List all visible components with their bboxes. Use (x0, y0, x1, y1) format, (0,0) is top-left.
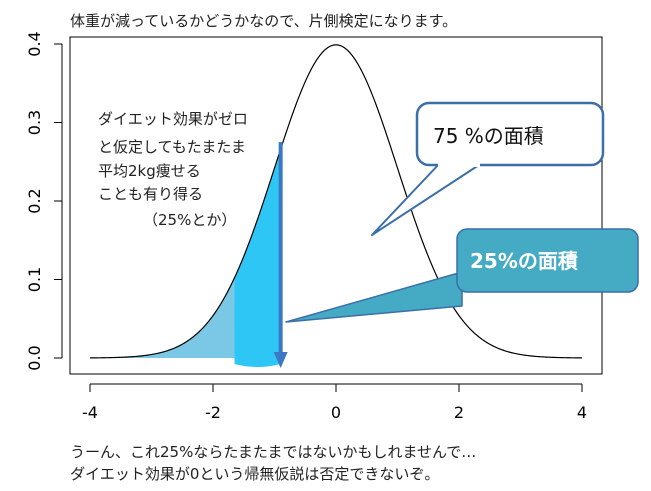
side-note-line-5: （25%とか） (143, 211, 236, 229)
x-tick-label: -4 (82, 403, 98, 422)
y-tick-label: 0.1 (25, 267, 44, 292)
callout-25-label: 25%の面積 (470, 249, 579, 273)
y-tick-label: 0.4 (25, 31, 44, 56)
callout-25-pointer (285, 271, 463, 323)
y-tick-label: 0.0 (25, 345, 44, 370)
x-tick-label: 2 (454, 403, 464, 422)
side-note-line-4: ことも有り得る (98, 185, 203, 203)
side-note-line-3: 平均2kg痩せる (98, 162, 201, 180)
highlight-area (234, 151, 281, 367)
bottom-caption-line-1: うーん、これ25%ならたまたまではないかもしれませんで… (70, 443, 477, 461)
chart: -4 -2 0 2 4 0.0 0.1 0.2 0.3 0.4 75 %の面積 25%の面積 ダイエ… (25, 31, 639, 422)
y-tick-label: 0.2 (25, 188, 44, 213)
plot-frame (69, 36, 603, 375)
side-note-line-1: ダイエット効果がゼロ (98, 110, 248, 128)
callout-75-pointer (371, 162, 483, 236)
bottom-caption: うーん、これ25%ならたまたまではないかもしれませんで… ダイエット効果が0とい… (70, 441, 476, 485)
callout-25-box (456, 228, 639, 293)
marker-arrow-head (273, 352, 288, 368)
callout-75-joint (438, 162, 480, 167)
y-tick-label: 0.3 (25, 110, 44, 135)
x-tick-label: 4 (577, 403, 587, 422)
side-note-line-2: と仮定してもたまたま (98, 138, 246, 156)
callout-75-label: 75 %の面積 (433, 124, 544, 148)
callout-75-box (415, 101, 605, 167)
top-caption: 体重が減っているかどうかなので、片側検定になります。 (70, 12, 458, 30)
x-tick-label: -2 (205, 403, 221, 422)
x-tick-label: 0 (331, 403, 341, 422)
shaded-area-25 (90, 149, 281, 358)
bottom-caption-line-2: ダイエット効果が0という帰無仮説は否定できないぞ。 (70, 465, 440, 483)
density-curve (90, 44, 582, 359)
